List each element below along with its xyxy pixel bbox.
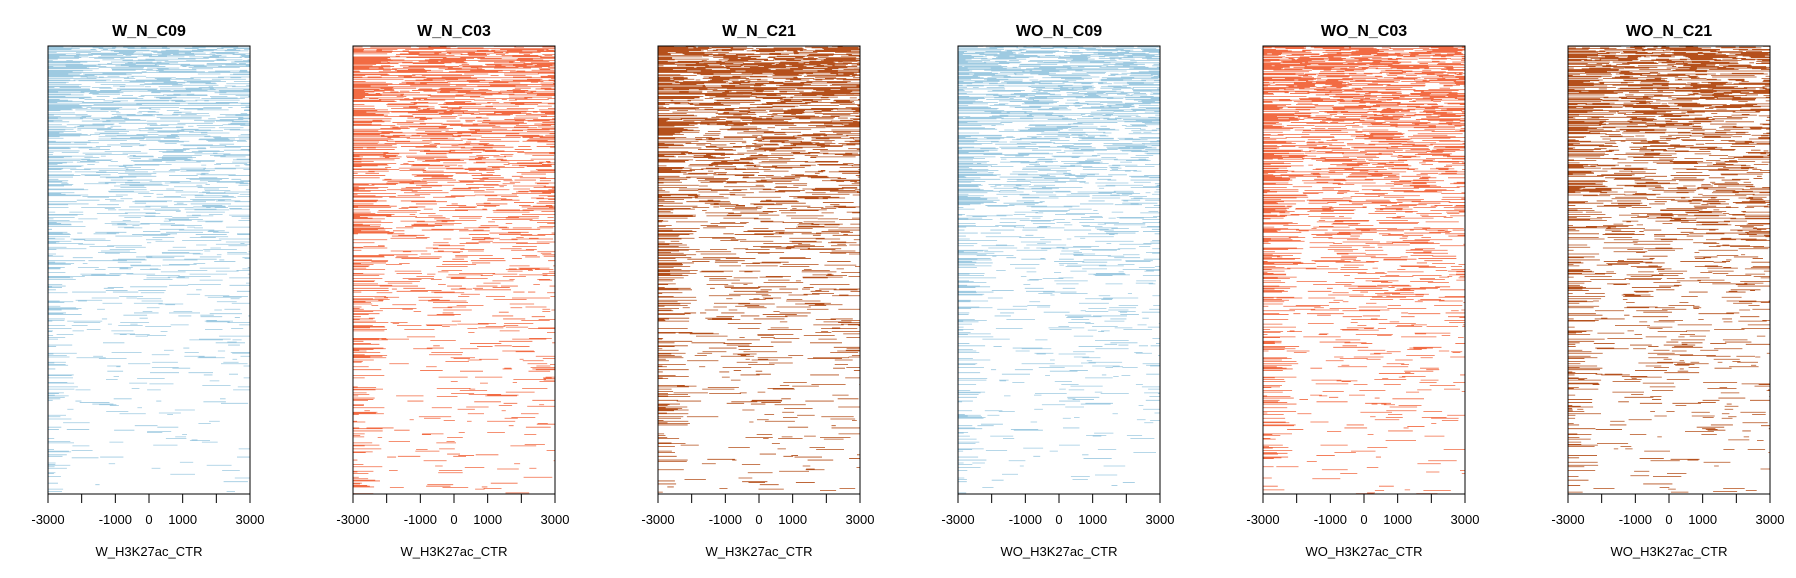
x-axis: -3000 -1000 0 1000 3000 (941, 493, 1175, 527)
heatmap-rows (1568, 46, 1770, 493)
heatmap-signal (1568, 46, 1770, 493)
x-axis-label: WO_H3K27ac_CTR (1610, 544, 1727, 559)
x-axis-label: WO_H3K27ac_CTR (1305, 544, 1422, 559)
panel-title: WO_N_C09 (1016, 23, 1102, 40)
x-tick-label: 3000 (1451, 512, 1480, 527)
x-tick-label: -3000 (336, 512, 369, 527)
x-tick-label: -1000 (1314, 512, 1347, 527)
x-tick-label: 1000 (1688, 512, 1717, 527)
x-axis: -3000 -1000 0 1000 3000 (31, 493, 265, 527)
x-tick-label: 1000 (1383, 512, 1412, 527)
heatmap-rows (48, 46, 250, 492)
x-tick-label: 0 (1360, 512, 1367, 527)
x-tick-label: 3000 (541, 512, 570, 527)
x-tick-label: -1000 (99, 512, 132, 527)
x-tick-label: 3000 (1756, 512, 1785, 527)
x-tick-label: -3000 (641, 512, 674, 527)
x-tick-label: -1000 (404, 512, 437, 527)
heatmap-signal (658, 46, 860, 493)
x-tick-label: -3000 (941, 512, 974, 527)
panel-title: W_N_C09 (112, 23, 186, 40)
x-axis-label: WO_H3K27ac_CTR (1000, 544, 1117, 559)
heatmap-panel-5: WO_N_C03 -3000 -1000 0 1000 3000 WO_H3K27ac_CT… (1246, 23, 1479, 559)
x-axis: -3000 -1000 0 1000 3000 (1246, 493, 1480, 527)
x-axis-label: W_H3K27ac_CTR (706, 544, 813, 559)
heatmap-signal (48, 46, 250, 492)
x-tick-label: 3000 (236, 512, 265, 527)
x-tick-label: 0 (1665, 512, 1672, 527)
x-tick-label: -3000 (1246, 512, 1279, 527)
x-tick-label: 0 (450, 512, 457, 527)
panel-title: WO_N_C21 (1626, 23, 1712, 40)
x-tick-label: 1000 (473, 512, 502, 527)
heatmap-rows (658, 46, 860, 493)
x-tick-label: -1000 (1619, 512, 1652, 527)
heatmap-signal (958, 46, 1160, 494)
heatmap-signal (353, 46, 555, 495)
x-axis: -3000 -1000 0 1000 3000 (1551, 493, 1785, 527)
x-tick-label: 0 (1055, 512, 1062, 527)
x-tick-label: 0 (145, 512, 152, 527)
panel-title: W_N_C03 (417, 23, 491, 40)
x-tick-label: -3000 (31, 512, 64, 527)
heatmap-panel-4: WO_N_C09 -3000 -1000 0 1000 3000 WO_H3K27ac_CT… (941, 23, 1174, 559)
heatmap-panel-6: WO_N_C21 -3000 -1000 0 1000 3000 WO_H3K27ac_CT… (1551, 23, 1784, 559)
x-tick-label: 3000 (846, 512, 875, 527)
heatmap-panel-3: W_N_C21 -3000 -1000 0 1000 3000 W_H3K27ac_CTR (641, 23, 874, 559)
heatmap-rows (1263, 46, 1465, 495)
x-axis: -3000 -1000 0 1000 3000 (336, 493, 570, 527)
x-tick-label: -1000 (1009, 512, 1042, 527)
heatmap-panel-2: W_N_C03 -3000 -1000 0 1000 3000 W_H3K27ac_CTR (336, 23, 569, 559)
heatmap-signal (1263, 46, 1465, 495)
x-axis: -3000 -1000 0 1000 3000 (641, 493, 875, 527)
x-tick-label: -3000 (1551, 512, 1584, 527)
panel-title: W_N_C21 (722, 23, 796, 40)
x-tick-label: -1000 (709, 512, 742, 527)
heatmap-rows (353, 46, 555, 495)
x-axis-label: W_H3K27ac_CTR (401, 544, 508, 559)
heatmap-panel-1: W_N_C09 -3000 -1000 0 1000 3000 W_H3K27ac_CTR (31, 23, 264, 559)
x-tick-label: 0 (755, 512, 762, 527)
x-tick-label: 1000 (1078, 512, 1107, 527)
x-axis-label: W_H3K27ac_CTR (96, 544, 203, 559)
heatmap-rows (958, 46, 1160, 494)
panel-title: WO_N_C03 (1321, 23, 1407, 40)
x-tick-label: 3000 (1146, 512, 1175, 527)
x-tick-label: 1000 (168, 512, 197, 527)
x-tick-label: 1000 (778, 512, 807, 527)
